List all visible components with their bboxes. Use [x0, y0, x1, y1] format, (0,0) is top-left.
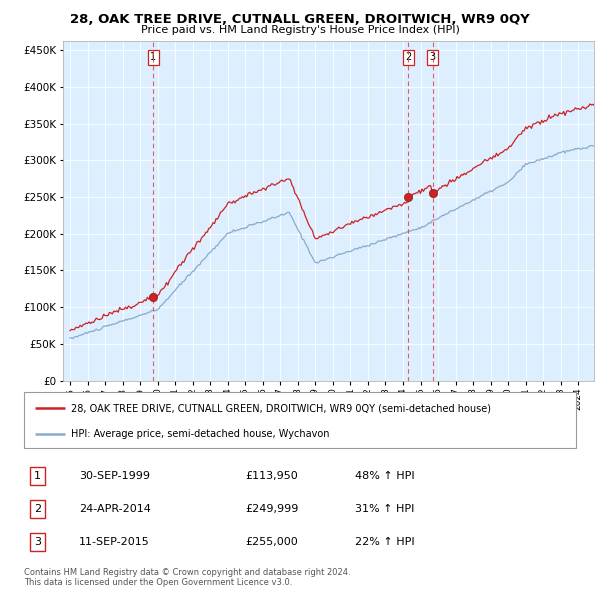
Text: 48% ↑ HPI: 48% ↑ HPI: [355, 471, 415, 481]
Text: 30-SEP-1999: 30-SEP-1999: [79, 471, 150, 481]
Text: 1: 1: [34, 471, 41, 481]
Text: 31% ↑ HPI: 31% ↑ HPI: [355, 504, 415, 514]
Text: 2: 2: [34, 504, 41, 514]
Text: £249,999: £249,999: [245, 504, 298, 514]
Text: 3: 3: [34, 537, 41, 547]
Text: 28, OAK TREE DRIVE, CUTNALL GREEN, DROITWICH, WR9 0QY (semi-detached house): 28, OAK TREE DRIVE, CUTNALL GREEN, DROIT…: [71, 403, 491, 413]
Text: 11-SEP-2015: 11-SEP-2015: [79, 537, 150, 547]
Text: HPI: Average price, semi-detached house, Wychavon: HPI: Average price, semi-detached house,…: [71, 430, 329, 440]
Text: This data is licensed under the Open Government Licence v3.0.: This data is licensed under the Open Gov…: [24, 578, 292, 587]
Text: £113,950: £113,950: [245, 471, 298, 481]
Text: Contains HM Land Registry data © Crown copyright and database right 2024.: Contains HM Land Registry data © Crown c…: [24, 568, 350, 576]
Text: 2: 2: [405, 53, 412, 63]
Text: £255,000: £255,000: [245, 537, 298, 547]
Text: 1: 1: [150, 53, 157, 63]
Text: Price paid vs. HM Land Registry's House Price Index (HPI): Price paid vs. HM Land Registry's House …: [140, 25, 460, 35]
Text: 24-APR-2014: 24-APR-2014: [79, 504, 151, 514]
FancyBboxPatch shape: [24, 392, 576, 448]
Text: 28, OAK TREE DRIVE, CUTNALL GREEN, DROITWICH, WR9 0QY: 28, OAK TREE DRIVE, CUTNALL GREEN, DROIT…: [70, 13, 530, 26]
Text: 22% ↑ HPI: 22% ↑ HPI: [355, 537, 415, 547]
Text: 3: 3: [430, 53, 436, 63]
